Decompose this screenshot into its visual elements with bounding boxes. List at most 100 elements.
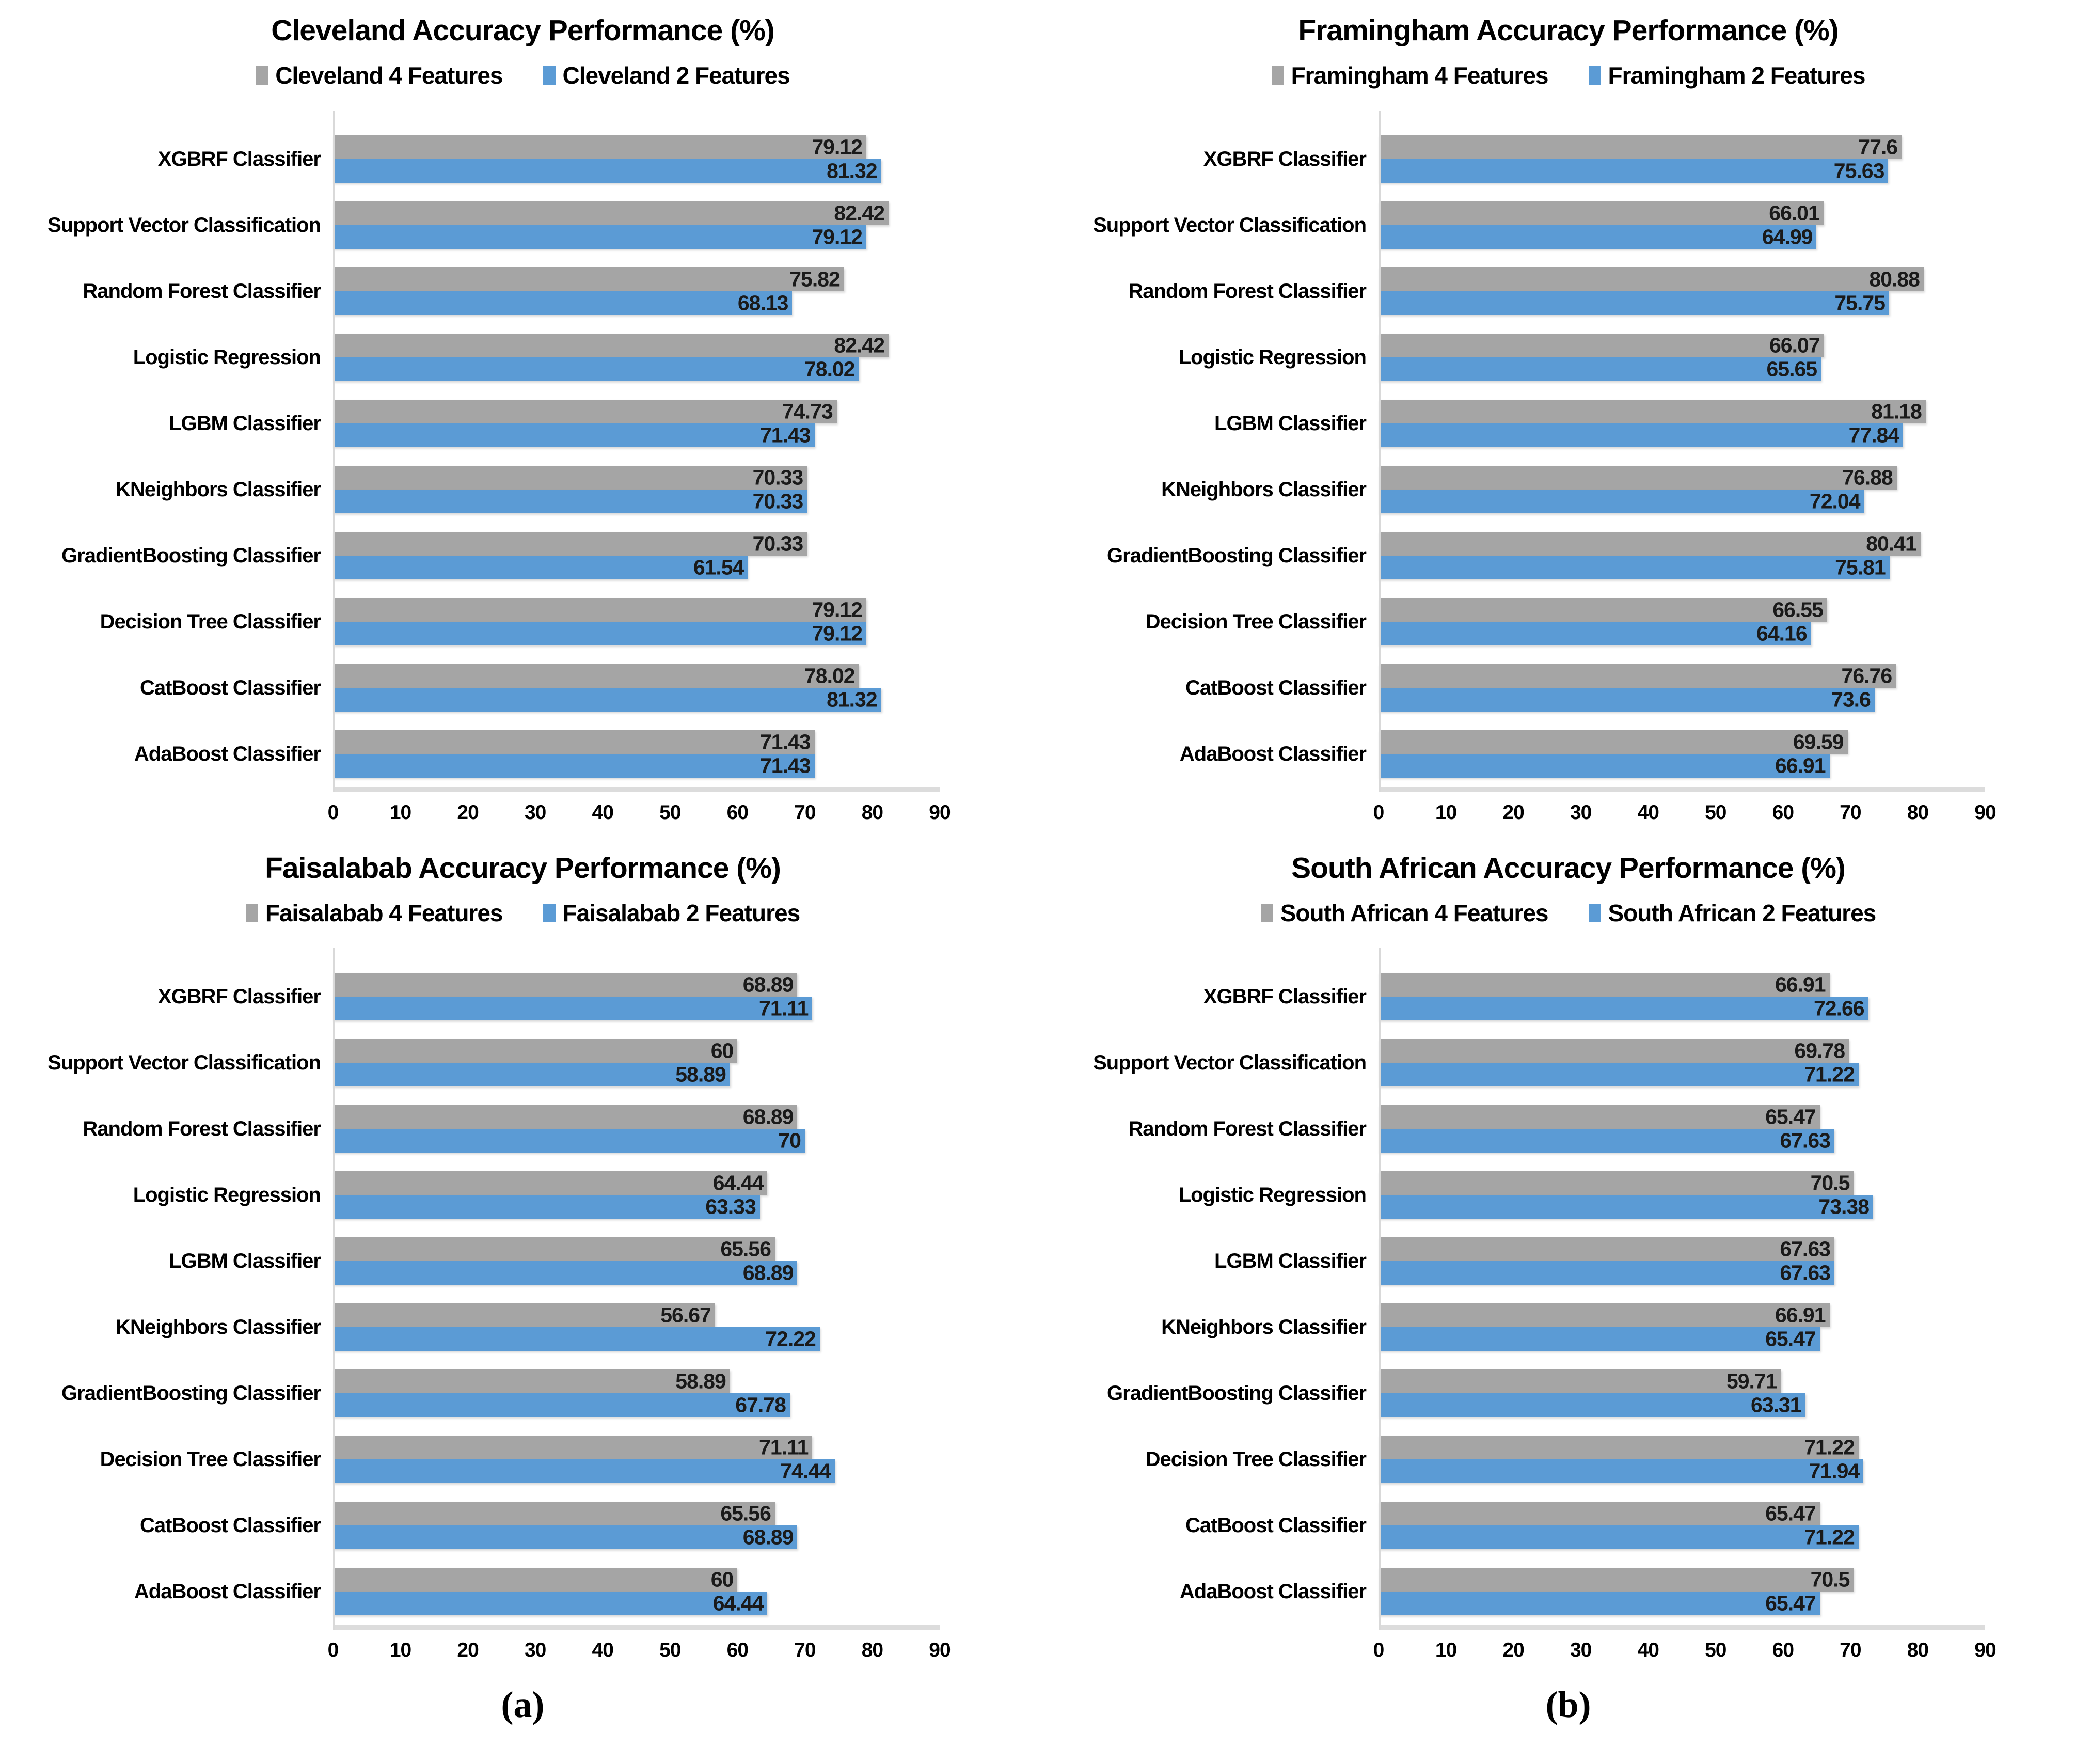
category-label: AdaBoost Classifier — [1179, 1580, 1367, 1603]
bar-2-features: 73.38 — [1379, 1195, 1874, 1219]
bar-group: 69.59 66.91 — [1379, 721, 1985, 787]
chart-legend: Cleveland 4 Features Cleveland 2 Features — [0, 61, 1046, 90]
bar-4-features: 76.88 — [1379, 466, 1897, 490]
category-row: Random Forest Classifier 80.88 75.75 — [1128, 258, 1985, 324]
bar-4-features: 66.07 — [1379, 334, 1824, 357]
category-row: XGBRF Classifier 79.12 81.32 — [158, 126, 940, 192]
bar-group: 65.47 67.63 — [1379, 1096, 1985, 1162]
bar-4-features: 66.55 — [1379, 598, 1827, 622]
x-axis-ticks: 0 10 20 30 40 50 60 70 80 90 — [1373, 801, 1997, 828]
bar-value-label: 70.5 — [1810, 1171, 1850, 1195]
bar-value-label: 65.65 — [1766, 357, 1817, 381]
x-axis-tick-label: 20 — [1502, 1639, 1524, 1661]
bar-2-features: 64.44 — [333, 1592, 768, 1615]
bar-value-label: 67.63 — [1780, 1261, 1831, 1285]
x-axis-line — [333, 787, 940, 792]
category-label: Random Forest Classifier — [1128, 280, 1367, 303]
legend-item-2-features: Framingham 2 Features — [1588, 61, 1866, 89]
bar-group: 80.88 75.75 — [1379, 258, 1985, 324]
bar-value-label: 82.42 — [834, 201, 885, 225]
plot-area: XGBRF Classifier 68.89 71.11 Support Vector… — [0, 948, 1046, 1666]
legend-swatch-2-features — [1588, 66, 1601, 85]
chart-faisalabab: Faisalabab Accuracy Performance (%) Faisa… — [0, 851, 1046, 1666]
category-label: Decision Tree Classifier — [1145, 610, 1367, 633]
legend-swatch-2-features — [543, 66, 556, 85]
bar-2-features: 68.89 — [333, 1525, 798, 1549]
bar-value-label: 80.41 — [1866, 531, 1917, 556]
x-axis-tick-label: 70 — [794, 801, 816, 824]
category-row: Decision Tree Classifier 79.12 79.12 — [100, 589, 940, 655]
x-axis-tick-label: 60 — [1772, 1639, 1794, 1661]
category-label: GradientBoosting Classifier — [1107, 1382, 1367, 1405]
legend-swatch-4-features — [256, 66, 268, 85]
legend-swatch-4-features — [245, 904, 258, 922]
bar-4-features: 68.89 — [333, 1105, 798, 1129]
legend-swatch-4-features — [1271, 66, 1284, 85]
legend-label: Faisalabab 2 Features — [562, 900, 801, 926]
legend-label: Faisalabab 4 Features — [265, 900, 503, 926]
category-rows: XGBRF Classifier 68.89 71.11 Support Vector… — [0, 948, 1046, 1625]
bar-value-label: 77.84 — [1848, 423, 1900, 447]
bar-2-features: 75.75 — [1379, 291, 1889, 315]
bar-2-features: 71.22 — [1379, 1525, 1859, 1549]
bar-group: 65.56 68.89 — [333, 1492, 940, 1558]
bar-4-features: 66.01 — [1379, 201, 1824, 225]
legend-label: Framingham 2 Features — [1608, 62, 1866, 89]
bar-value-label: 71.11 — [759, 1435, 809, 1459]
chart-south-african: South African Accuracy Performance (%) So… — [1046, 851, 2091, 1666]
bar-2-features: 64.16 — [1379, 622, 1811, 645]
bar-value-label: 70 — [778, 1128, 801, 1153]
bar-group: 82.42 79.12 — [333, 192, 940, 258]
category-label: Random Forest Classifier — [83, 280, 321, 303]
category-label: Random Forest Classifier — [83, 1117, 321, 1140]
bar-value-label: 70.33 — [752, 489, 804, 513]
category-label: Logistic Regression — [133, 346, 321, 369]
category-row: XGBRF Classifier 66.91 72.66 — [1203, 964, 1985, 1030]
bar-2-features: 71.11 — [333, 997, 813, 1020]
bar-2-features: 67.63 — [1379, 1261, 1834, 1285]
bar-group: 70.5 73.38 — [1379, 1162, 1985, 1228]
x-axis-tick-label: 80 — [861, 801, 883, 824]
category-row: Logistic Regression 70.5 73.38 — [1179, 1162, 1985, 1228]
bar-4-features: 69.59 — [1379, 730, 1848, 754]
bar-2-features: 58.89 — [333, 1063, 730, 1086]
bar-group: 71.22 71.94 — [1379, 1426, 1985, 1492]
bar-value-label: 76.88 — [1842, 465, 1893, 490]
bar-2-features: 71.22 — [1379, 1063, 1859, 1086]
legend-label: South African 2 Features — [1608, 900, 1877, 926]
bar-group: 78.02 81.32 — [333, 655, 940, 721]
bar-2-features: 72.66 — [1379, 997, 1868, 1020]
charts-grid: Cleveland Accuracy Performance (%) Clevel… — [0, 13, 2091, 1666]
x-axis-tick-label: 0 — [1373, 1639, 1385, 1661]
bar-2-features: 72.04 — [1379, 490, 1864, 513]
x-axis-tick-label: 70 — [1840, 801, 1861, 824]
category-row: GradientBoosting Classifier 58.89 67.78 — [61, 1360, 940, 1426]
category-row: AdaBoost Classifier 60 64.44 — [134, 1558, 940, 1625]
category-label: KNeighbors Classifier — [1161, 1316, 1367, 1338]
chart-title: South African Accuracy Performance (%) — [1291, 852, 1846, 885]
category-row: LGBM Classifier 81.18 77.84 — [1214, 390, 1985, 456]
category-row: Decision Tree Classifier 66.55 64.16 — [1146, 589, 1985, 655]
chart-title: Faisalabab Accuracy Performance (%) — [265, 852, 781, 885]
bar-value-label: 66.91 — [1775, 1303, 1826, 1327]
bar-4-features: 65.56 — [333, 1237, 775, 1261]
bar-value-label: 71.94 — [1809, 1459, 1860, 1483]
bar-4-features: 70.5 — [1379, 1171, 1854, 1195]
bar-4-features: 79.12 — [333, 598, 866, 622]
bar-value-label: 75.75 — [1834, 291, 1886, 315]
legend-item-4-features: Cleveland 4 Features — [256, 61, 503, 89]
x-axis-tick-label: 30 — [524, 1639, 546, 1661]
bar-value-label: 66.91 — [1775, 753, 1826, 778]
bar-4-features: 81.18 — [1379, 400, 1926, 423]
category-row: Logistic Regression 64.44 63.33 — [133, 1162, 940, 1228]
bar-value-label: 64.16 — [1756, 621, 1808, 645]
category-row: Support Vector Classification 66.01 64.99 — [1093, 192, 1985, 258]
bar-value-label: 78.02 — [804, 664, 856, 688]
bar-2-features: 78.02 — [333, 357, 859, 381]
bar-4-features: 68.89 — [333, 973, 798, 997]
bar-value-label: 78.02 — [804, 357, 856, 381]
bar-4-features: 70.33 — [333, 532, 807, 556]
bar-value-label: 69.59 — [1793, 730, 1844, 754]
panel-labels: (a) (b) — [0, 1683, 2091, 1726]
bar-2-features: 65.47 — [1379, 1592, 1820, 1615]
